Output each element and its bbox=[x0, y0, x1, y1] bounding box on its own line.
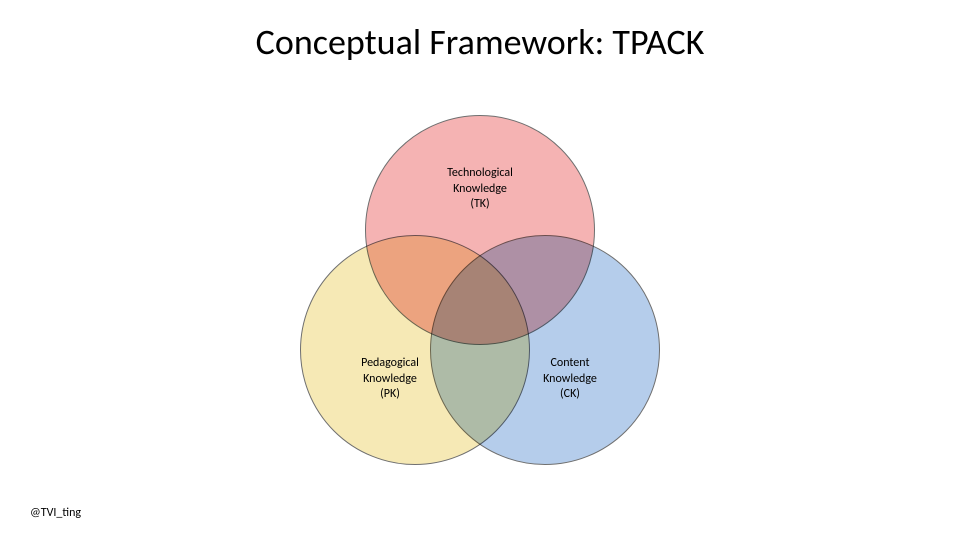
label-line: (PK) bbox=[380, 387, 400, 401]
label-line: Content bbox=[551, 356, 590, 370]
label-line: Technological bbox=[447, 166, 513, 180]
venn-area: Technological Knowledge (TK) Pedagogical… bbox=[280, 100, 680, 480]
venn-label-tk: Technological Knowledge (TK) bbox=[430, 166, 530, 213]
venn-label-ck: Content Knowledge (CK) bbox=[520, 356, 620, 403]
label-line: (TK) bbox=[470, 197, 489, 211]
label-line: Knowledge bbox=[453, 182, 507, 196]
label-line: Pedagogical bbox=[361, 356, 419, 370]
attribution-text: @TVI_ting bbox=[30, 506, 81, 520]
venn-label-pk: Pedagogical Knowledge (PK) bbox=[340, 356, 440, 403]
venn-circle-tk bbox=[365, 115, 595, 345]
label-line: (CK) bbox=[560, 387, 580, 401]
venn-diagram: Technological Knowledge (TK) Pedagogical… bbox=[280, 100, 680, 480]
label-line: Knowledge bbox=[543, 372, 597, 386]
slide: Conceptual Framework: TPACK Technologica… bbox=[0, 0, 960, 540]
label-line: Knowledge bbox=[363, 372, 417, 386]
slide-title: Conceptual Framework: TPACK bbox=[0, 20, 960, 64]
